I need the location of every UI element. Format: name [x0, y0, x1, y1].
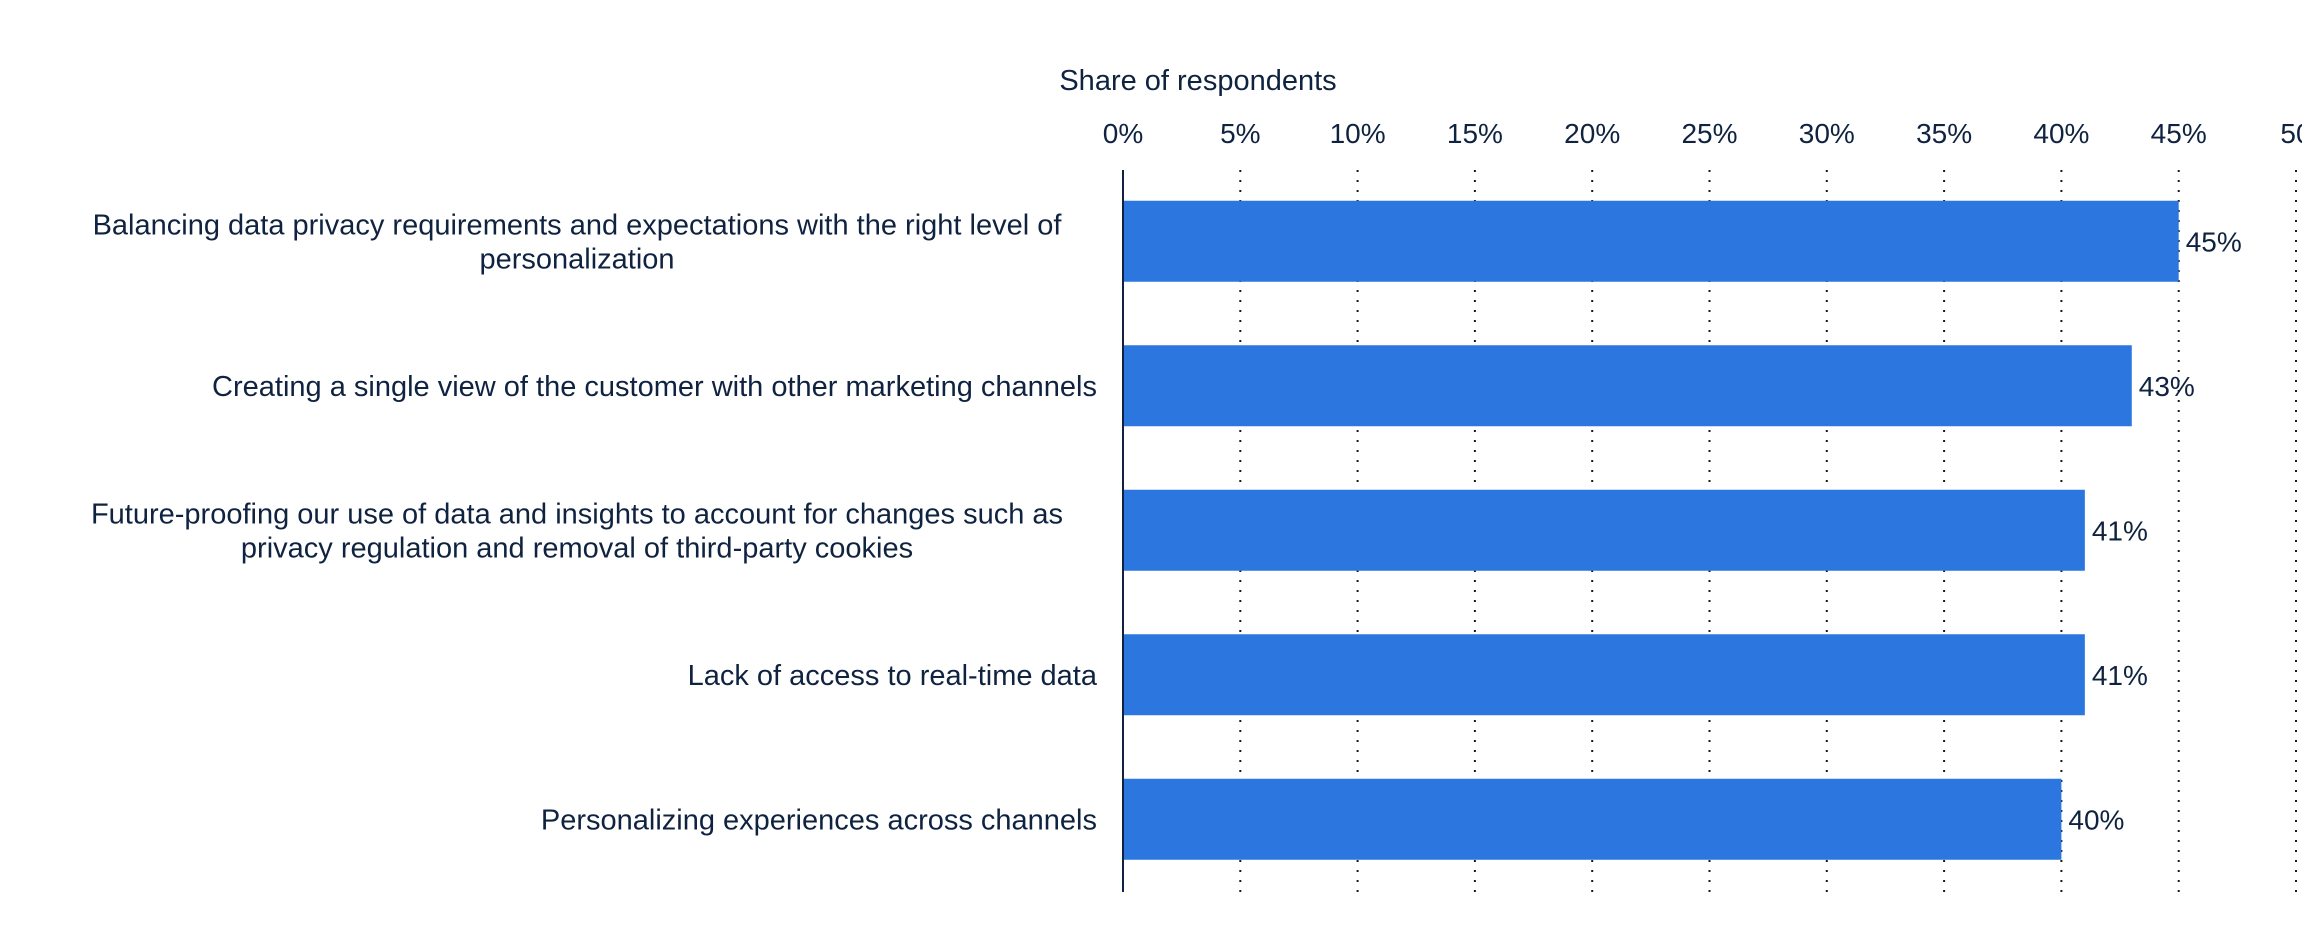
x-tick-label: 0%: [1103, 118, 1143, 149]
x-tick-labels: 0% 5% 10% 15% 20% 25% 30% 35% 40% 45% 50: [1103, 118, 2302, 149]
x-tick-label: 20%: [1564, 118, 1620, 149]
category-label: Balancing data privacy requirements and …: [93, 209, 1063, 275]
x-tick-label: 10%: [1330, 118, 1386, 149]
x-tick-label: 15%: [1447, 118, 1503, 149]
bars: [1123, 200, 2179, 860]
bar: [1123, 778, 2062, 860]
x-tick-label: 35%: [1916, 118, 1972, 149]
bar: [1123, 489, 2085, 571]
value-label: 43%: [2139, 371, 2195, 402]
x-tick-label: 50: [2280, 118, 2302, 149]
category-label: Lack of access to real-time data: [688, 660, 1098, 692]
value-label: 41%: [2092, 515, 2148, 546]
x-tick-label: 25%: [1681, 118, 1737, 149]
x-tick-label: 5%: [1220, 118, 1260, 149]
bar: [1123, 200, 2179, 282]
x-tick-label: 45%: [2151, 118, 2207, 149]
value-label: 40%: [2068, 804, 2124, 835]
x-axis-title: Share of respondents: [1059, 65, 1336, 97]
bar: [1123, 345, 2132, 427]
x-tick-label: 40%: [2033, 118, 2089, 149]
category-label: Creating a single view of the customer w…: [212, 371, 1097, 403]
category-labels: Balancing data privacy requirements and …: [91, 209, 1098, 836]
value-label: 41%: [2092, 660, 2148, 691]
category-label: Personalizing experiences across channel…: [541, 804, 1097, 836]
category-label: Future-proofing our use of data and insi…: [91, 498, 1063, 564]
value-labels: 45% 43% 41% 41% 40%: [2068, 226, 2241, 835]
value-label: 45%: [2186, 226, 2242, 257]
bar: [1123, 634, 2085, 716]
x-tick-label: 30%: [1799, 118, 1855, 149]
